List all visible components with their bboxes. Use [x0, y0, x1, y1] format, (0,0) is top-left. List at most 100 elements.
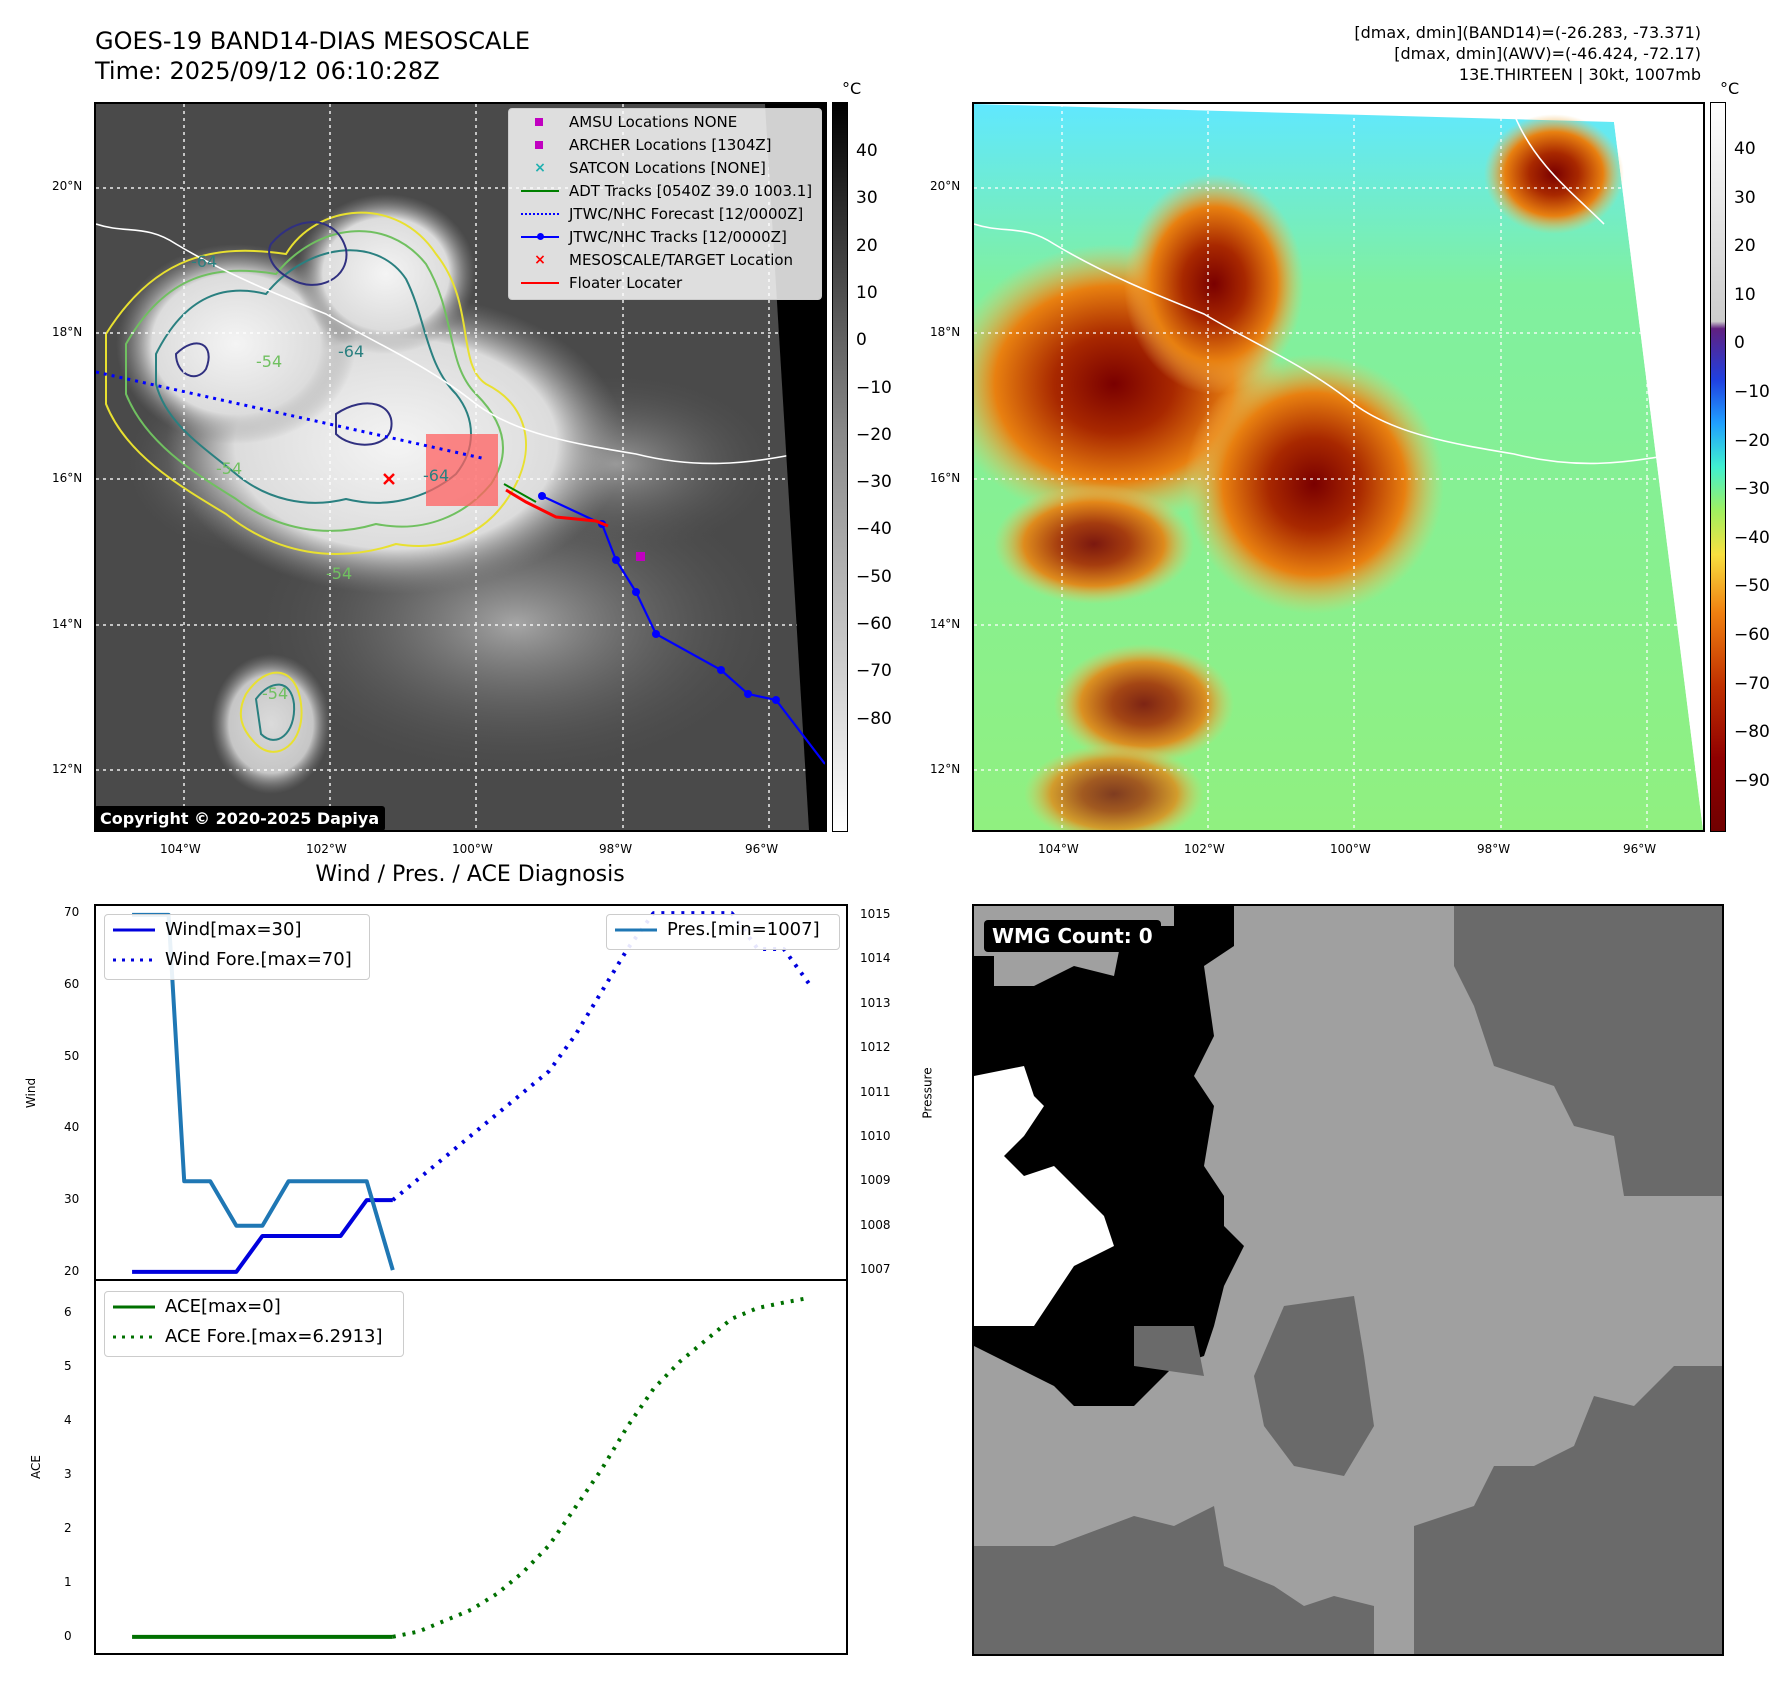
- legend-item-wind: Wind[max=30]: [113, 919, 302, 940]
- colorbar-color-unit: °C: [1720, 79, 1740, 98]
- colorbar-tick-label: 10: [1734, 284, 1756, 305]
- legend-item-wind-forecast: Wind Fore.[max=70]: [113, 949, 352, 970]
- contour-label: -54: [256, 352, 283, 371]
- colorbar-tick-label: −50: [856, 566, 892, 587]
- pressure-axis-label: Pressure: [920, 1067, 935, 1119]
- map-legend: AMSU Locations NONE ARCHER Locations [13…: [508, 108, 822, 300]
- colorbar-tick-label: −50: [1734, 576, 1770, 597]
- series-line: [392, 1295, 811, 1639]
- lon-label-right-3: 100°W: [1330, 842, 1371, 856]
- colorized-ir-panel: [972, 102, 1705, 832]
- legend-item-satcon: × SATCON Locations [NONE]: [534, 159, 766, 177]
- legend-item-ace-forecast: ACE Fore.[max=6.2913]: [113, 1326, 383, 1347]
- series-line: [391, 911, 812, 1202]
- y2-tick-label: 1014: [860, 951, 891, 966]
- wind-legend: Wind[max=30] Wind Fore.[max=70]: [104, 914, 370, 980]
- colorbar-gray: [832, 102, 848, 832]
- info-line-3: 13E.THIRTEEN | 30kt, 1007mb: [1458, 65, 1701, 84]
- colorbar-tick-label: 0: [1734, 333, 1745, 354]
- y2-tick-label: 1013: [860, 995, 891, 1010]
- y2-tick-label: 1011: [860, 1084, 891, 1099]
- y-tick-label: 0: [64, 1628, 72, 1643]
- ace-axis-label: ACE: [28, 1455, 43, 1479]
- y-tick-label: 40: [64, 1120, 80, 1135]
- y-tick-label: 4: [64, 1413, 72, 1428]
- colorbar-tick-label: −70: [1734, 673, 1770, 694]
- legend-item-adt: ADT Tracks [0540Z 39.0 1003.1]: [521, 182, 812, 200]
- colorbar-tick-label: 0: [856, 330, 867, 351]
- lat-label-right-2: 18°N: [930, 325, 961, 339]
- wind-pressure-panel: Wind[max=30] Wind Fore.[max=70] Pres.[mi…: [94, 904, 848, 1281]
- colorbar-tick-label: −40: [856, 519, 892, 540]
- y-tick-label: 20: [64, 1263, 80, 1278]
- y-tick-label: 1: [64, 1574, 72, 1589]
- ir-map-panel: -64 -64 -54 -64 -54 -54 -54 AMSU Locatio…: [94, 102, 827, 832]
- lon-label-right-2: 102°W: [1184, 842, 1225, 856]
- ace-svg: [132, 1295, 811, 1639]
- colorbar-gray-unit: °C: [842, 79, 862, 98]
- contour-label: -54: [326, 564, 353, 583]
- copyright-badge: Copyright © 2020-2025 Dapiya: [94, 806, 386, 831]
- lat-label-2: 18°N: [52, 325, 83, 339]
- colorbar-tick-label: 20: [1734, 236, 1756, 257]
- y2-tick-label: 1008: [860, 1217, 891, 1232]
- lat-label-3: 16°N: [52, 471, 83, 485]
- legend-item-target: × MESOSCALE/TARGET Location: [534, 251, 794, 269]
- colorbar-tick-label: −20: [1734, 430, 1770, 451]
- lon-label-3: 100°W: [452, 842, 493, 856]
- colorbar-tick-label: 40: [856, 141, 878, 161]
- legend-item-floater: Floater Locater: [521, 274, 682, 292]
- colorbar-tick-label: −10: [856, 377, 892, 398]
- y-tick-label: 50: [64, 1048, 80, 1063]
- ace-panel: ACE[max=0] ACE Fore.[max=6.2913]: [94, 1279, 848, 1655]
- colorbar-tick-label: −10: [1734, 382, 1770, 402]
- wind-axis-label: Wind: [24, 1077, 39, 1109]
- lat-label-right-3: 16°N: [930, 471, 961, 485]
- figure-title: GOES-19 BAND14-DIAS MESOSCALE Time: 2025…: [95, 26, 530, 86]
- y2-tick-label: 1010: [860, 1128, 891, 1143]
- colorbar-tick-label: 40: [1734, 139, 1756, 159]
- colorbar-color: [1710, 102, 1726, 832]
- lat-label-right-4: 14°N: [930, 617, 961, 631]
- colorbar-tick-label: −20: [856, 424, 892, 445]
- contour-label: -64: [423, 466, 450, 485]
- lon-label-2: 102°W: [306, 842, 347, 856]
- legend-item-forecast: JTWC/NHC Forecast [12/0000Z]: [521, 205, 803, 223]
- colorbar-tick-label: 20: [856, 235, 878, 256]
- legend-item-ace: ACE[max=0]: [113, 1296, 281, 1317]
- colorbar-tick-label: −60: [1734, 625, 1770, 645]
- lon-label-right-1: 104°W: [1038, 842, 1079, 856]
- y-tick-label: 6: [64, 1305, 72, 1320]
- lon-label-right-5: 96°W: [1623, 842, 1657, 856]
- y-tick-label: 70: [64, 905, 80, 920]
- y-tick-label: 5: [64, 1359, 72, 1374]
- title-line-2: Time: 2025/09/12 06:10:28Z: [95, 57, 440, 85]
- legend-item-amsu: AMSU Locations NONE: [521, 113, 737, 131]
- colorbar-tick-label: 10: [856, 282, 878, 303]
- pressure-legend: Pres.[min=1007]: [606, 914, 840, 950]
- legend-item-pressure: Pres.[min=1007]: [615, 919, 820, 940]
- wmg-svg: [974, 906, 1722, 1654]
- y2-tick-label: 1015: [860, 906, 891, 921]
- lat-label-5: 12°N: [52, 762, 83, 776]
- lon-label-5: 96°W: [745, 842, 779, 856]
- wmg-panel: [972, 904, 1724, 1656]
- title-line-1: GOES-19 BAND14-DIAS MESOSCALE: [95, 27, 531, 55]
- colorbar-tick-label: −60: [856, 614, 892, 634]
- lon-label-4: 98°W: [599, 842, 633, 856]
- lat-label-right-5: 12°N: [930, 762, 961, 776]
- colorized-ir-svg: [974, 104, 1703, 830]
- colorbar-tick-label: 30: [856, 188, 878, 209]
- y-tick-label: 30: [64, 1192, 80, 1207]
- colorbar-tick-label: −40: [1734, 527, 1770, 548]
- lat-label-4: 14°N: [52, 617, 83, 631]
- lon-label-1: 104°W: [160, 842, 201, 856]
- colorbar-tick-label: 30: [1734, 187, 1756, 208]
- info-line-2: [dmax, dmin](AWV)=(-46.424, -72.17): [1394, 44, 1701, 63]
- colorbar-tick-label: −80: [856, 708, 892, 729]
- colorbar-tick-label: −70: [856, 661, 892, 682]
- contour-label: -54: [262, 684, 289, 703]
- series-line: [132, 1198, 393, 1274]
- colorbar-tick-label: −90: [1734, 770, 1770, 791]
- legend-item-tracks: JTWC/NHC Tracks [12/0000Z]: [521, 228, 787, 246]
